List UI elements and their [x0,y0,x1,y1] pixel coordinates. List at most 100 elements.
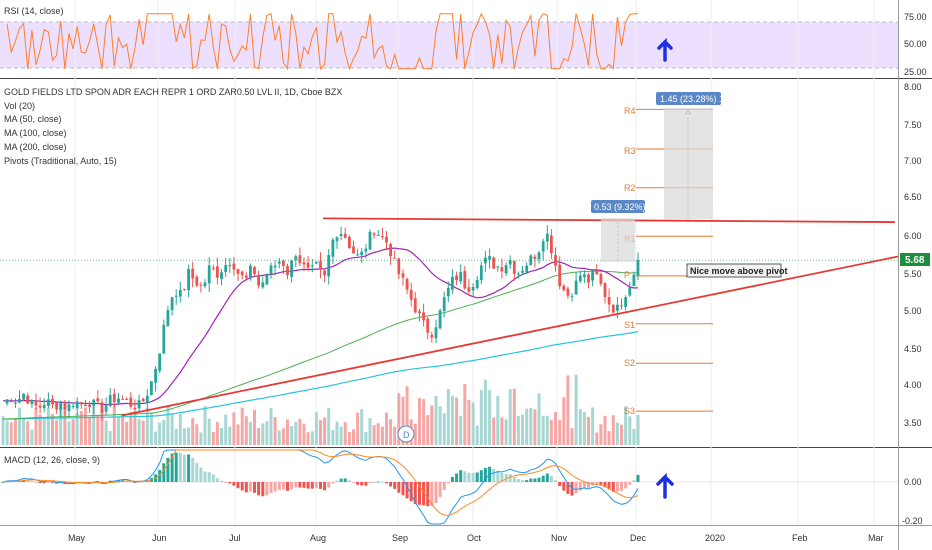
volume-bar [253,409,256,445]
macd-hist-bar [182,454,186,482]
time-label-aug: Aug [310,533,326,543]
volume-bar [516,416,520,445]
macd-hist-bar [343,478,347,482]
macd-hist-bar [496,470,500,482]
candle-body [533,256,537,259]
macd-hist-bar [290,482,294,490]
candle-body [244,275,248,278]
candle-body [418,311,421,313]
candle-body [529,255,533,266]
time-label-nov: Nov [551,533,568,543]
candle-body [290,260,293,277]
volume-bar [578,409,582,445]
candle-body [133,407,137,410]
macd-hist-bar [545,473,549,482]
macd-hist-bar [430,482,434,507]
macd-hist-bar [248,482,252,492]
ma200-line [2,331,639,420]
rsi-tick-75: 75.00 [904,12,927,22]
rsi-band [0,22,898,68]
volume-bar [611,415,615,445]
volume-bar [549,420,553,445]
time-label-sep: Sep [392,533,408,543]
candle-body [302,262,306,265]
macd-hist-bar [232,482,236,486]
volume-bar [63,408,67,445]
macd-hist-bar [574,482,578,494]
volume-bar [545,415,549,445]
event-badge[interactable] [397,425,415,443]
volume-bar [306,432,310,445]
price-tick-6-5: 6.50 [904,192,922,202]
volume-bar [595,432,599,445]
candle-body [158,353,162,371]
candle-body [253,267,256,274]
candle-body [475,280,479,289]
candle-body [451,276,454,290]
candle-body [541,241,545,252]
macd-hist-bar [356,482,360,485]
volume-bar [232,412,236,445]
candle-body [583,274,586,278]
volume-bar [211,432,215,445]
volume-bar [426,415,430,445]
candle-body [356,254,359,256]
candle-body [63,401,67,410]
candle-body [178,289,182,297]
pivot-label-s2: S2 [624,358,635,368]
candle-body [323,270,326,276]
volume-bar [488,390,492,445]
volume-bar [46,407,50,445]
candle-body [368,231,372,250]
volume-bar [269,408,273,445]
candle-body [174,295,178,297]
volume-bar [170,414,174,445]
candle-body [100,402,104,413]
volume-bar [368,418,372,445]
macd-line [2,449,639,525]
volume-bar [79,411,83,445]
volume-bar [331,430,335,445]
candle-body [393,257,397,259]
measure-box-1[interactable] [601,218,635,262]
pivot-label-s1: S1 [624,320,635,330]
candle-body [265,274,269,285]
volume-bar [442,413,446,445]
macd-hist-bar [628,482,632,485]
measure-box-2[interactable] [664,108,713,219]
candle-body [401,273,405,278]
candle-body [249,265,252,279]
candle-body [574,280,578,295]
candle-body [624,297,627,307]
macd-hist-bar [360,482,364,486]
macd-hist-bar [1,482,5,483]
time-label-2020: 2020 [705,533,725,543]
candle-body [9,401,13,403]
candle-body [471,287,475,291]
macd-hist-bar [236,482,240,489]
volume-bar [541,416,545,445]
annotation-box[interactable] [686,263,782,278]
candle-body [187,269,190,291]
volume-bar [628,416,632,445]
price-tick-7-5: 7.50 [904,120,922,130]
candle-body [409,290,413,300]
candle-body [166,310,170,327]
macd-hist-bar [554,480,557,482]
candle-body [537,252,541,260]
macd-hist-bar [129,481,133,483]
candle-body [14,402,17,404]
time-label-oct: Oct [467,533,482,543]
candle-body [92,399,96,406]
volume-bar [133,411,137,445]
macd-hist-bar [582,482,586,489]
volume-bar [508,389,512,445]
volume-bar [582,412,586,445]
macd-hist-bar [426,482,430,507]
price-tick-4-5: 4.50 [904,344,922,354]
volume-bar [525,408,529,445]
macd-hist-bar [455,473,459,482]
candle-body [620,305,623,307]
candle-body [96,398,100,402]
